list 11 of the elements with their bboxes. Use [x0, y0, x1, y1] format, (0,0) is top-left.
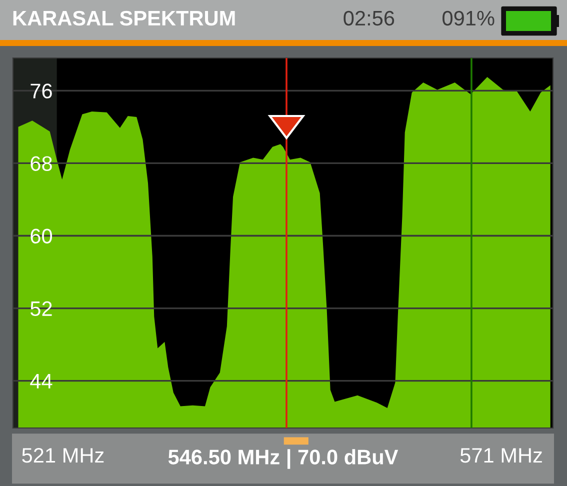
y-tick-label: 44	[30, 374, 52, 388]
x-tick-label: 571 MHz	[460, 448, 542, 463]
x-tick-label: 521 MHz	[22, 448, 104, 463]
y-tick-label: 76	[30, 84, 52, 98]
text: 02:56	[344, 10, 394, 26]
y-tick-label: 68	[30, 156, 52, 171]
chart-title: KARASAL SPEKTRUM	[13, 10, 235, 26]
y-tick-label: 52	[30, 301, 52, 316]
y-tick-label: 60	[30, 228, 52, 244]
text: 091%	[442, 10, 494, 26]
text: 546.50 MHz | 70.0 dBuV	[168, 449, 398, 469]
